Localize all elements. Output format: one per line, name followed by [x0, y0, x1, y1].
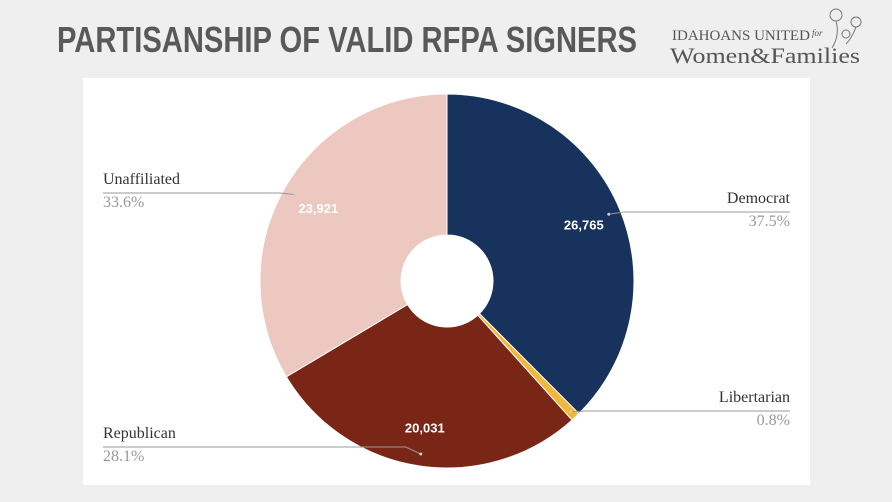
leader-dot: [293, 193, 297, 197]
percent-label: 33.6%: [103, 194, 144, 211]
leader-line: [103, 192, 295, 196]
value-label: 26,765: [564, 218, 604, 233]
category-label: Libertarian: [719, 389, 790, 406]
logo-line2: Women&Families: [670, 43, 860, 68]
logo-line1: IDAHOANS UNITED: [672, 28, 810, 44]
percent-label: 0.8%: [757, 412, 790, 429]
leader-dot: [607, 212, 611, 216]
leader-dot: [569, 410, 573, 414]
value-label: 20,031: [405, 420, 445, 435]
slice: [285, 303, 573, 469]
logo-flowers: [829, 8, 862, 49]
leader-line: [103, 446, 421, 455]
category-label: Republican: [103, 425, 176, 442]
logo-for: for: [812, 28, 823, 38]
category-label: Democrat: [727, 190, 791, 207]
leader-line: [608, 211, 790, 215]
slice: [259, 93, 448, 378]
logo: IDAHOANS UNITED for Women&Families: [670, 8, 862, 68]
value-label: 23,921: [298, 201, 338, 216]
percent-label: 28.1%: [103, 448, 144, 465]
category-label: Unaffiliated: [103, 171, 180, 188]
percent-label: 37.5%: [749, 213, 790, 230]
slice: [446, 93, 635, 415]
leader-line: [570, 410, 790, 413]
chart-title: PARTISANSHIP OF VALID RFPA SIGNERS: [57, 19, 637, 60]
leader-dot: [419, 452, 423, 456]
